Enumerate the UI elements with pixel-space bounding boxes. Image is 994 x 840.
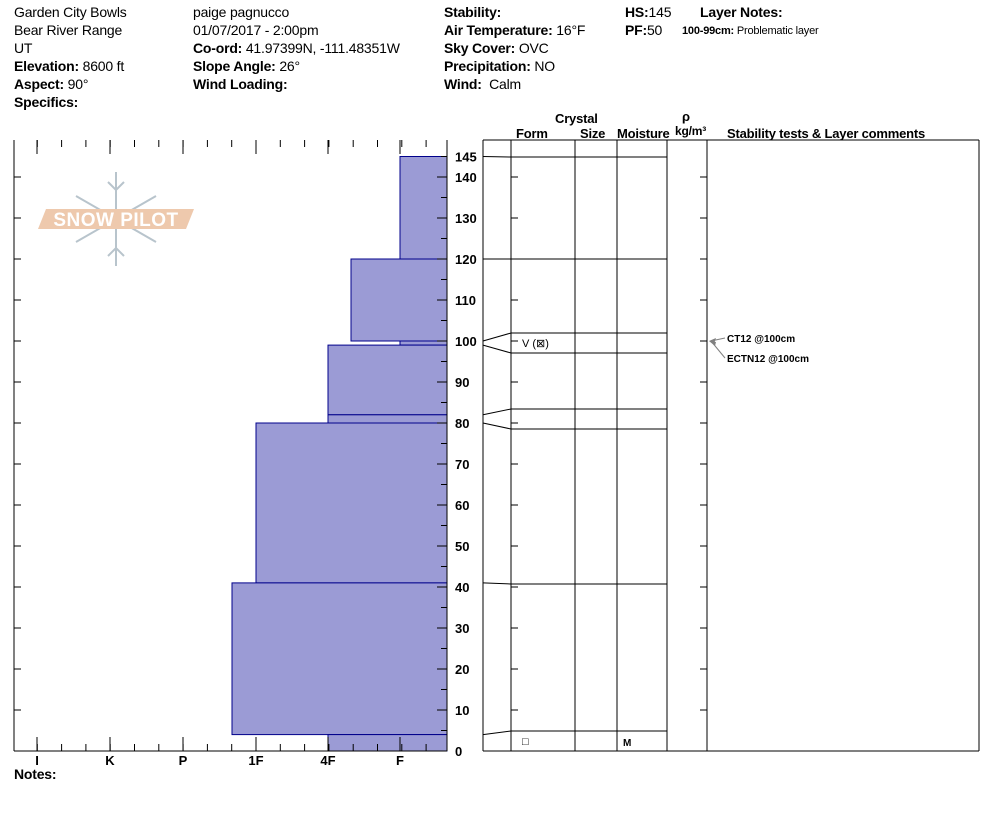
height-label: 90 [455,375,469,390]
wind: Wind: Calm [444,76,521,93]
slope-value: 26° [279,58,300,74]
hardness-bar-6 [231,582,448,736]
coord: Co-ord: 41.97399N, -111.48351W [193,40,400,57]
layer-connector [482,156,512,158]
air-temp-label: Air Temperature: [444,22,553,38]
air-temp-value: 16°F [556,22,586,38]
height-label: 140 [455,170,477,185]
moisture: M [623,738,631,749]
height-label: 100 [455,334,477,349]
height-label: 145 [455,150,477,165]
hardness-label: 1F [248,753,263,768]
hs-label: HS: [625,4,649,20]
layer-note: 100-99cm: Problematic layer [682,23,819,40]
height-label: 40 [455,580,469,595]
crystal-form: V (⊠) [522,338,549,350]
coord-value: 41.97399N, -111.48351W [245,40,400,56]
height-label: 30 [455,621,469,636]
notes-label: Notes: [14,766,57,782]
layer-note-range: 100-99cm: [682,25,735,37]
height-label: 60 [455,498,469,513]
snow-pilot-logo: SNOW PILOT [38,172,194,266]
aspect-label: Aspect: [14,76,64,92]
layer-notes-label: Layer Notes: [700,4,783,20]
hardness-label: K [105,753,115,768]
elevation: Elevation: 8600 ft [14,58,124,75]
coord-label: Co-ord: [193,40,243,56]
height-label: 50 [455,539,469,554]
hardness-bar-4 [327,414,448,424]
elevation-label: Elevation: [14,58,79,74]
hardness-bar-1 [350,258,448,342]
stability-test: ECTN12 @100cm [727,354,809,365]
stability-label: Stability: [444,4,502,20]
wind-value: Calm [489,76,522,92]
hardness-label: F [396,753,404,768]
height-label: 70 [455,457,469,472]
height-label: 130 [455,211,477,226]
pf: PF:50 [625,22,662,39]
slope-label: Slope Angle: [193,58,276,74]
precip-value: NO [534,58,555,74]
slope: Slope Angle: 26° [193,58,300,75]
hardness-bar-0 [399,156,448,260]
height-label: 10 [455,703,469,718]
logo-text: SNOW PILOT [53,210,178,231]
range: Bear River Range [14,22,123,38]
sky-label: Sky Cover: [444,40,516,56]
col-form: Form [516,126,548,141]
stability-test: CT12 @100cm [727,334,795,345]
pf-label: PF: [625,22,647,38]
hs-value: 145 [648,4,672,20]
state: UT [14,40,33,56]
hardness-bar-7 [327,734,448,752]
height-label: 80 [455,416,469,431]
layer-note-text: Problematic layer [736,25,819,37]
location: Garden City Bowls [14,4,127,20]
logo-banner [38,209,194,229]
aspect-value: 90° [67,76,89,92]
precipitation: Precipitation: NO [444,58,555,75]
crystal-form: □ [522,736,529,748]
layer-connector [482,344,512,354]
col-size: Size [580,126,606,141]
sky-value: OVC [518,40,549,56]
precip-label: Precipitation: [444,58,531,74]
col-crystal: Crystal [555,111,598,126]
hardness-label: 4F [320,753,335,768]
air-temp: Air Temperature: 16°F [444,22,585,39]
col-rho: ρ [682,109,690,124]
hardness-label: I [35,753,39,768]
col-density: kg/m³ [675,124,707,138]
height-label: 110 [455,293,476,308]
col-comments: Stability tests & Layer comments [727,126,926,141]
layer-connector [482,332,512,342]
wind-loading-label: Wind Loading: [193,76,288,92]
hardness-bar-3 [327,344,448,416]
arrow-head-icon [709,341,716,346]
observer: paige pagnucco [193,4,290,20]
wind-label: Wind: [444,76,482,92]
height-label: 0 [455,744,462,759]
aspect: Aspect: 90° [14,76,88,93]
layer-connector [482,422,512,430]
pf-value: 50 [646,22,663,38]
sky-cover: Sky Cover: OVC [444,40,549,57]
height-label: 20 [455,662,469,677]
hardness-bar-2 [399,340,448,346]
hardness-bar-5 [255,422,448,584]
elevation-value: 8600 ft [82,58,125,74]
layer-connector [482,730,512,736]
hardness-label: P [179,753,188,768]
layer-connector [482,582,512,585]
layer-connector [482,408,512,416]
height-label: 120 [455,252,477,267]
specifics-label: Specifics: [14,94,79,110]
hs: HS:145 [625,4,671,21]
col-moisture: Moisture [617,126,670,141]
datetime: 01/07/2017 - 2:00pm [193,22,319,38]
